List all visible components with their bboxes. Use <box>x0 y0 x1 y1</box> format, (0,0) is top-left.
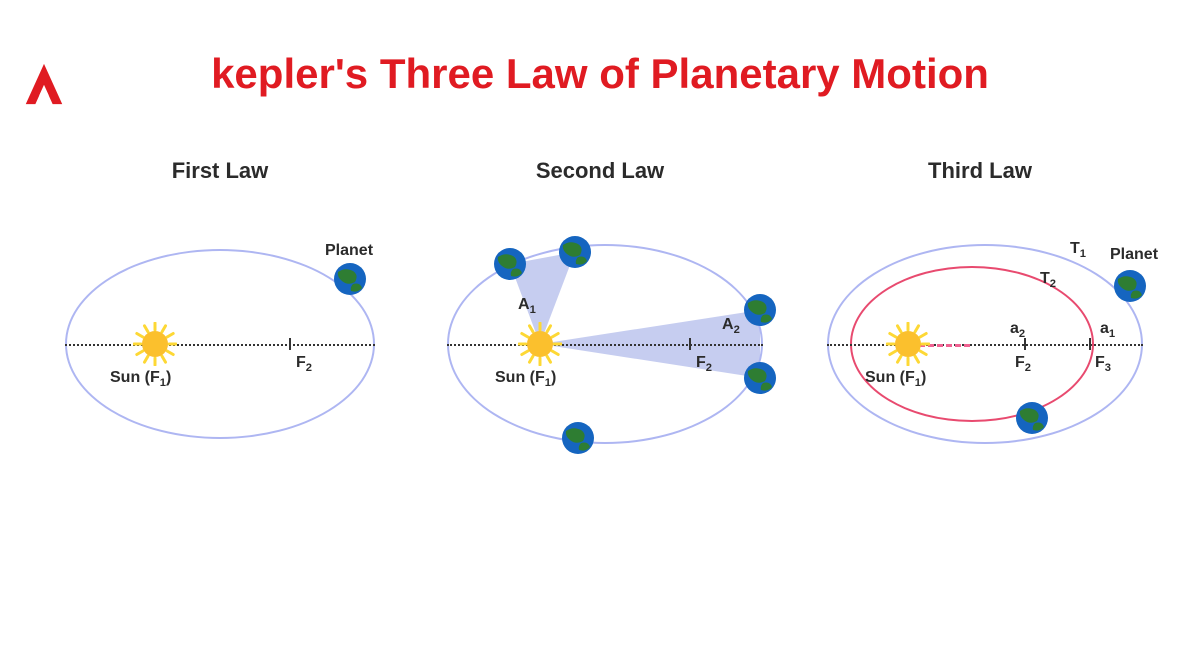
planet-icon <box>558 235 592 269</box>
label-t1: T1 <box>1070 240 1086 260</box>
panel-title-first: First Law <box>40 158 400 184</box>
major-axis <box>827 344 1143 346</box>
diagram-second-law: A1 A2 Sun (F1) F2 <box>430 204 770 444</box>
label-a1: A1 <box>518 296 536 316</box>
label-sun: Sun (F1) <box>110 369 171 389</box>
planet-icon <box>561 421 595 455</box>
page-title: kepler's Three Law of Planetary Motion <box>0 50 1200 98</box>
diagram-third-law: T1 T2 a2 a1 F2 F3 Sun (F1) Planet <box>810 204 1150 444</box>
panel-third-law: Third Law T1 T2 a2 a1 F2 F3 Sun (F1) Pla… <box>800 158 1160 444</box>
sun-icon <box>886 322 930 366</box>
label-f2: F2 <box>1015 354 1031 374</box>
panel-first-law: First Law Sun (F1) F2 Planet <box>40 158 400 444</box>
focus-f3-tick <box>1089 338 1091 350</box>
panel-title-second: Second Law <box>420 158 780 184</box>
label-f2: F2 <box>296 354 312 374</box>
planet-icon <box>493 247 527 281</box>
diagram-panels: First Law Sun (F1) F2 Planet Second Law <box>0 158 1200 444</box>
sun-icon <box>133 322 177 366</box>
planet-icon <box>333 262 367 296</box>
planet-icon <box>1113 269 1147 303</box>
major-axis <box>65 344 375 346</box>
label-planet: Planet <box>1110 246 1158 264</box>
sun-icon <box>518 322 562 366</box>
focus-f2-tick <box>689 338 691 350</box>
planet-icon <box>743 361 777 395</box>
label-sun: Sun (F1) <box>495 369 556 389</box>
label-planet: Planet <box>325 242 373 260</box>
diagram-first-law: Sun (F1) F2 Planet <box>50 204 390 444</box>
label-f2: F2 <box>696 354 712 374</box>
planet-icon <box>1015 401 1049 435</box>
label-f3: F3 <box>1095 354 1111 374</box>
label-a2: a2 <box>1010 320 1025 340</box>
panel-second-law: Second Law A1 A2 Sun (F1) <box>420 158 780 444</box>
label-a1: a1 <box>1100 320 1115 340</box>
label-sun: Sun (F1) <box>865 369 926 389</box>
panel-title-third: Third Law <box>800 158 1160 184</box>
focus-f2-tick <box>289 338 291 350</box>
label-a2: A2 <box>722 316 740 336</box>
planet-icon <box>743 293 777 327</box>
label-t2: T2 <box>1040 270 1056 290</box>
major-axis <box>447 344 763 346</box>
brand-logo <box>20 60 68 113</box>
